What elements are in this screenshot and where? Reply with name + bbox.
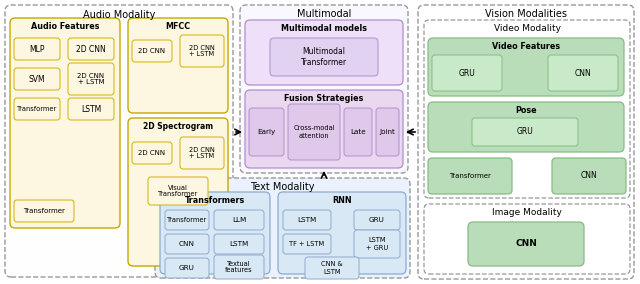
FancyBboxPatch shape <box>428 38 624 96</box>
Text: Transformer: Transformer <box>17 106 57 112</box>
FancyBboxPatch shape <box>283 234 331 254</box>
Text: MFCC: MFCC <box>165 22 191 31</box>
FancyBboxPatch shape <box>14 200 74 222</box>
Text: Multimodal models: Multimodal models <box>281 24 367 33</box>
Text: LSTM
+ GRU: LSTM + GRU <box>366 237 388 250</box>
Text: Cross-modal
attention: Cross-modal attention <box>293 126 335 139</box>
FancyBboxPatch shape <box>180 137 224 169</box>
Text: Joint: Joint <box>379 129 395 135</box>
FancyBboxPatch shape <box>14 38 60 60</box>
FancyBboxPatch shape <box>14 98 60 120</box>
Text: Video Modality: Video Modality <box>493 24 561 33</box>
Text: Video Features: Video Features <box>492 42 560 51</box>
Text: Late: Late <box>350 129 366 135</box>
Text: TF + LSTM: TF + LSTM <box>289 241 324 247</box>
FancyBboxPatch shape <box>552 158 626 194</box>
FancyBboxPatch shape <box>305 257 359 279</box>
Text: Transformer: Transformer <box>167 217 207 223</box>
Text: Transformer: Transformer <box>23 208 65 214</box>
Text: Audio Modality: Audio Modality <box>83 10 155 20</box>
FancyBboxPatch shape <box>155 178 410 278</box>
FancyBboxPatch shape <box>344 108 372 156</box>
FancyBboxPatch shape <box>160 192 270 274</box>
Text: CNN &
LSTM: CNN & LSTM <box>321 262 343 275</box>
FancyBboxPatch shape <box>214 255 264 279</box>
Text: GRU: GRU <box>516 128 533 137</box>
Text: GRU: GRU <box>459 68 476 78</box>
FancyBboxPatch shape <box>288 104 340 160</box>
Text: 2D CNN
+ LSTM: 2D CNN + LSTM <box>189 45 215 57</box>
FancyBboxPatch shape <box>148 177 208 205</box>
FancyBboxPatch shape <box>14 68 60 90</box>
Text: CNN: CNN <box>575 68 591 78</box>
FancyBboxPatch shape <box>132 40 172 62</box>
Text: Early: Early <box>257 129 275 135</box>
Text: Image Modality: Image Modality <box>492 208 562 217</box>
FancyBboxPatch shape <box>5 5 233 277</box>
FancyBboxPatch shape <box>376 108 399 156</box>
Text: 2D CNN: 2D CNN <box>76 45 106 53</box>
Text: Multimodal: Multimodal <box>297 9 351 19</box>
Text: LSTM: LSTM <box>81 105 101 114</box>
Text: CNN: CNN <box>580 172 597 181</box>
FancyBboxPatch shape <box>270 38 378 76</box>
Text: Multimodal
Transformer: Multimodal Transformer <box>301 47 347 67</box>
Text: Transformer: Transformer <box>449 173 491 179</box>
FancyBboxPatch shape <box>128 18 228 113</box>
Text: CNN: CNN <box>515 239 537 248</box>
Text: 2D CNN
+ LSTM: 2D CNN + LSTM <box>189 147 215 160</box>
FancyBboxPatch shape <box>249 108 284 156</box>
FancyBboxPatch shape <box>472 118 578 146</box>
Text: MLP: MLP <box>29 45 45 53</box>
Text: LSTM: LSTM <box>298 217 317 223</box>
FancyBboxPatch shape <box>428 102 624 152</box>
FancyBboxPatch shape <box>432 55 502 91</box>
Text: Audio Features: Audio Features <box>31 22 99 31</box>
Text: Visual
Transformer: Visual Transformer <box>158 185 198 197</box>
FancyBboxPatch shape <box>418 5 634 279</box>
Text: LLM: LLM <box>232 217 246 223</box>
Text: 2D CNN: 2D CNN <box>138 150 166 156</box>
Text: CNN: CNN <box>179 241 195 247</box>
FancyBboxPatch shape <box>354 230 400 258</box>
FancyBboxPatch shape <box>428 158 512 194</box>
FancyBboxPatch shape <box>165 234 209 254</box>
Text: Textual
features: Textual features <box>225 260 253 273</box>
Text: 2D CNN
+ LSTM: 2D CNN + LSTM <box>77 72 104 85</box>
Text: GRU: GRU <box>369 217 385 223</box>
FancyBboxPatch shape <box>68 98 114 120</box>
Text: RNN: RNN <box>332 196 352 205</box>
FancyBboxPatch shape <box>283 210 331 230</box>
FancyBboxPatch shape <box>245 90 403 168</box>
Text: GRU: GRU <box>179 265 195 271</box>
FancyBboxPatch shape <box>128 118 228 266</box>
FancyBboxPatch shape <box>165 210 209 230</box>
Text: Pose: Pose <box>515 106 537 115</box>
Text: 2D Spectrogram: 2D Spectrogram <box>143 122 213 131</box>
FancyBboxPatch shape <box>214 210 264 230</box>
Text: Text Modality: Text Modality <box>250 182 314 192</box>
FancyBboxPatch shape <box>354 210 400 230</box>
Text: SVM: SVM <box>29 74 45 83</box>
FancyBboxPatch shape <box>548 55 618 91</box>
FancyBboxPatch shape <box>68 63 114 95</box>
FancyBboxPatch shape <box>240 5 408 173</box>
Text: Fusion Strategies: Fusion Strategies <box>284 94 364 103</box>
FancyBboxPatch shape <box>165 258 209 278</box>
FancyBboxPatch shape <box>214 234 264 254</box>
FancyBboxPatch shape <box>10 18 120 228</box>
FancyBboxPatch shape <box>180 35 224 67</box>
FancyBboxPatch shape <box>468 222 584 266</box>
FancyBboxPatch shape <box>68 38 114 60</box>
FancyBboxPatch shape <box>132 142 172 164</box>
Text: 2D CNN: 2D CNN <box>138 48 166 54</box>
Text: LSTM: LSTM <box>229 241 248 247</box>
Text: Vision Modalities: Vision Modalities <box>485 9 567 19</box>
FancyBboxPatch shape <box>278 192 406 274</box>
Text: Transformers: Transformers <box>185 196 245 205</box>
FancyBboxPatch shape <box>245 20 403 85</box>
